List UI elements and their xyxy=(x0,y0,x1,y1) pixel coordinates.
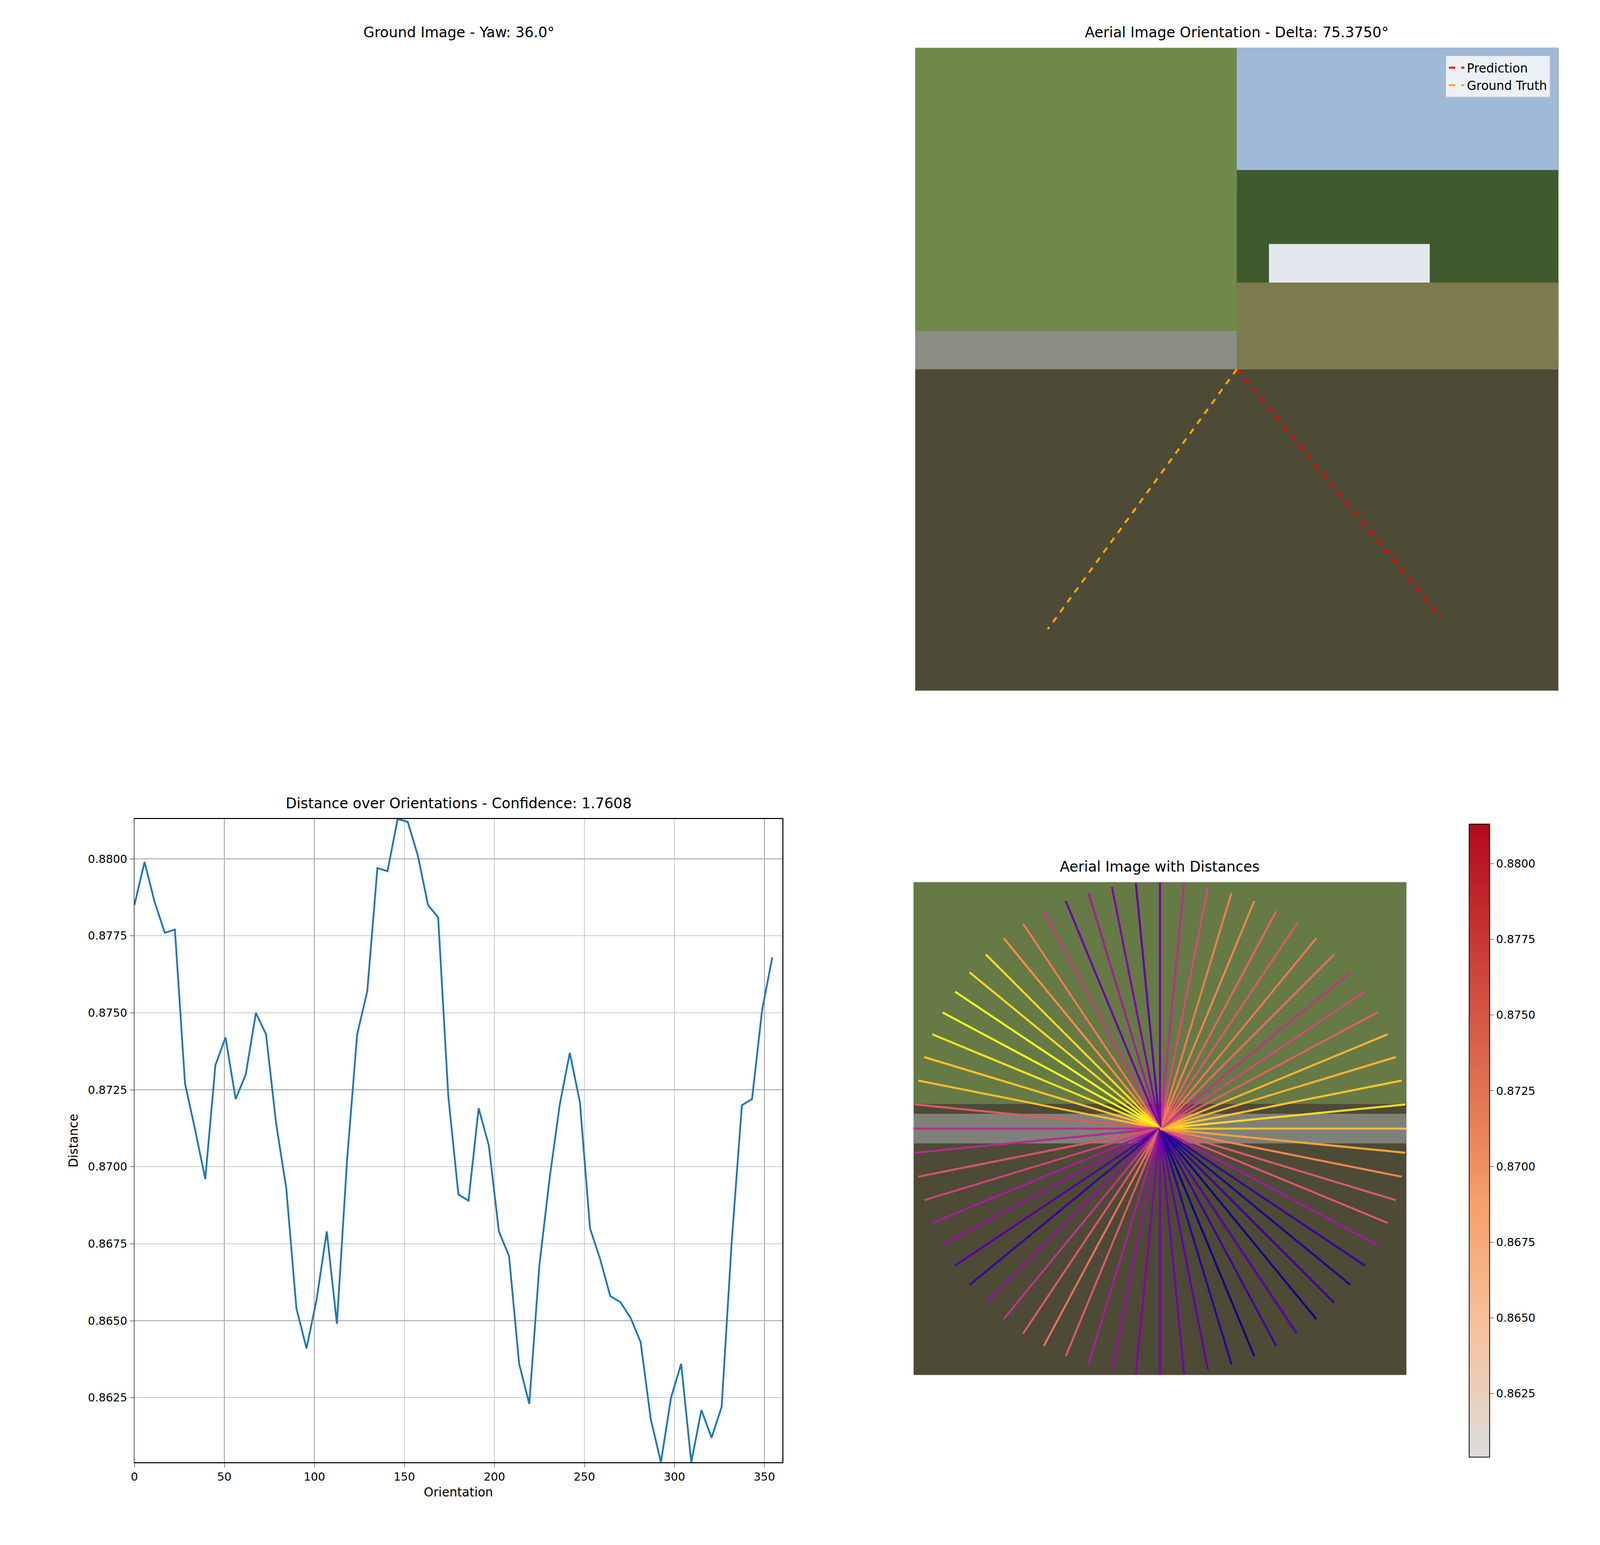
svg-text:Aerial Image Orientation - Del: Aerial Image Orientation - Delta: 75.375… xyxy=(1084,24,1389,41)
svg-text:Ground Truth: Ground Truth xyxy=(1466,78,1547,94)
svg-text:0.8725: 0.8725 xyxy=(1496,1084,1536,1098)
svg-text:50: 50 xyxy=(217,1470,232,1484)
svg-text:350: 350 xyxy=(753,1470,776,1484)
svg-text:0.8700: 0.8700 xyxy=(1496,1160,1536,1174)
svg-text:0.8625: 0.8625 xyxy=(1496,1387,1536,1401)
svg-text:100: 100 xyxy=(303,1470,326,1484)
svg-text:0.8700: 0.8700 xyxy=(87,1160,128,1174)
svg-text:0.8725: 0.8725 xyxy=(87,1083,128,1097)
svg-text:250: 250 xyxy=(573,1470,596,1484)
svg-text:Aerial Image with Distances: Aerial Image with Distances xyxy=(1059,858,1260,876)
svg-text:150: 150 xyxy=(393,1470,415,1484)
svg-text:0.8650: 0.8650 xyxy=(1496,1311,1536,1325)
svg-text:0.8800: 0.8800 xyxy=(87,852,128,866)
svg-text:0.8675: 0.8675 xyxy=(1496,1236,1536,1249)
svg-text:0.8650: 0.8650 xyxy=(87,1314,128,1328)
svg-text:0.8625: 0.8625 xyxy=(87,1391,128,1405)
svg-text:0: 0 xyxy=(130,1470,138,1484)
svg-text:Prediction: Prediction xyxy=(1466,61,1528,76)
svg-text:300: 300 xyxy=(663,1470,686,1484)
svg-text:0.8750: 0.8750 xyxy=(1496,1008,1536,1022)
svg-text:0.8800: 0.8800 xyxy=(1496,857,1536,871)
svg-text:0.8775: 0.8775 xyxy=(87,929,128,943)
svg-text:0.8675: 0.8675 xyxy=(87,1237,128,1251)
svg-text:Distance over Orientations - C: Distance over Orientations - Confidence:… xyxy=(285,795,632,813)
svg-text:200: 200 xyxy=(483,1470,505,1484)
svg-text:Distance: Distance xyxy=(66,1114,81,1168)
svg-text:Ground Image - Yaw: 36.0°: Ground Image - Yaw: 36.0° xyxy=(363,24,555,41)
svg-text:0.8750: 0.8750 xyxy=(87,1006,128,1020)
svg-text:Orientation: Orientation xyxy=(423,1485,494,1500)
svg-text:0.8775: 0.8775 xyxy=(1496,933,1536,946)
